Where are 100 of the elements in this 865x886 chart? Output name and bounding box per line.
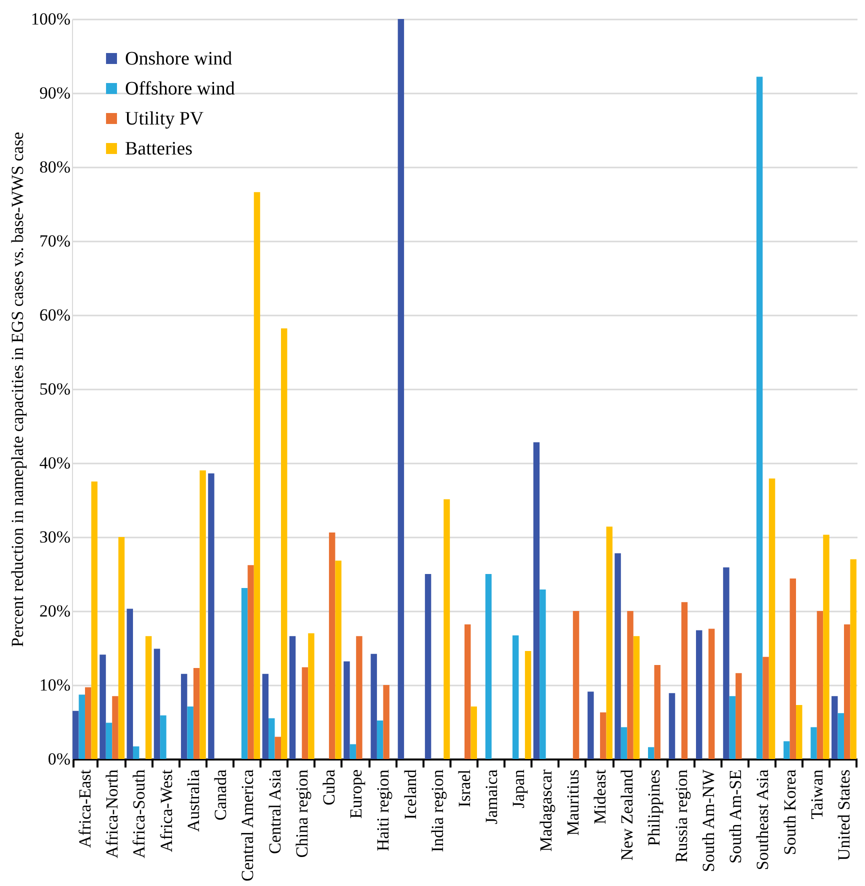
bar (132, 746, 140, 759)
x-tick-label: Jamaica (482, 769, 502, 824)
bar (91, 482, 98, 759)
y-tick-label: 30% (39, 528, 70, 546)
x-tick-label: Central Asia (265, 769, 284, 854)
x-tick-label: India region (428, 769, 447, 852)
bar (810, 727, 817, 759)
legend-label: Utility PV (125, 108, 204, 130)
bar (588, 692, 594, 759)
bar (600, 712, 606, 759)
bar (696, 630, 702, 759)
bar (424, 574, 432, 759)
bar (648, 747, 654, 759)
bar (344, 661, 350, 759)
x-tick-label: Africa-West (156, 769, 176, 852)
bar (78, 694, 86, 759)
bar (398, 19, 404, 759)
bar (823, 534, 830, 759)
legend-label: Offshore wind (125, 78, 236, 100)
bar (193, 668, 200, 759)
y-tick-label: 100% (30, 10, 70, 28)
bar (668, 693, 676, 759)
bar (356, 636, 362, 759)
bar (383, 685, 390, 759)
bar (208, 473, 214, 759)
bar (524, 650, 532, 759)
bar (844, 624, 850, 759)
bar (126, 608, 133, 759)
x-tick-label: South Am-SE (726, 770, 746, 864)
x-tick-label: China region (292, 769, 312, 858)
bar (620, 727, 628, 759)
x-tick-label: Central America (238, 769, 258, 882)
bar (85, 687, 92, 759)
y-tick-label: 90% (39, 84, 70, 102)
bar (633, 636, 640, 759)
bar (145, 636, 152, 759)
y-tick-label: 0% (48, 750, 70, 768)
bar (200, 470, 206, 759)
y-tick-label: 50% (39, 380, 70, 398)
bar (464, 624, 471, 759)
x-tick-label: United States (834, 770, 854, 861)
bar (248, 565, 254, 759)
x-tick-label: New Zealand (618, 769, 637, 861)
x-tick-label: Philippines (644, 770, 664, 846)
bar (723, 567, 730, 759)
y-tick-label: 70% (39, 232, 70, 250)
y-tick-label: 20% (39, 602, 70, 620)
bar (729, 696, 736, 759)
x-tick-label: Japan (509, 769, 528, 808)
x-tick-label: Taiwan (807, 769, 826, 820)
x-tick-label: Madagascar (536, 769, 556, 852)
x-tick-label: Canada (211, 769, 230, 820)
bar (470, 706, 477, 759)
bar (241, 588, 248, 759)
x-tick-label: Mideast (590, 769, 610, 824)
bar (606, 526, 612, 759)
bar (784, 741, 790, 759)
bar (160, 715, 166, 759)
bar (268, 718, 275, 759)
x-tick-label: Cuba (319, 769, 338, 806)
bar (100, 654, 106, 759)
bar (850, 559, 856, 759)
bar (485, 574, 492, 759)
x-tick-label: Europe (346, 770, 366, 819)
bar (708, 628, 715, 759)
bar (654, 665, 660, 759)
bar (627, 611, 634, 759)
x-tick-label: South Korea (780, 769, 800, 855)
x-tick-label: Southeast Asia (753, 769, 772, 870)
bar (796, 704, 802, 759)
y-axis-title: Percent reduction in nameplate capacities in EGS cases vs. base-WWS case (8, 132, 27, 647)
bar (614, 553, 621, 759)
bar (681, 602, 688, 759)
bar (350, 744, 356, 759)
y-tick-label: 10% (39, 676, 70, 694)
bar (540, 590, 546, 759)
bar (370, 654, 377, 759)
x-tick-label: Africa-South (130, 769, 149, 858)
x-tick-label: Russia region (672, 769, 691, 863)
x-tick-label: Iceland (400, 769, 420, 820)
bar (72, 710, 79, 759)
x-tick-label: Australia (184, 769, 203, 832)
y-tick-label: 60% (39, 306, 70, 324)
bar (790, 578, 796, 759)
bar (816, 611, 824, 759)
legend-label: Onshore wind (125, 48, 233, 70)
bar (112, 696, 118, 759)
bar (154, 648, 160, 759)
bar (118, 537, 125, 759)
bar (187, 706, 194, 759)
bar (106, 722, 112, 759)
bar (254, 192, 260, 759)
bar (768, 478, 776, 759)
bar (308, 633, 314, 759)
bar (262, 674, 269, 759)
bar (572, 611, 580, 759)
bar (444, 499, 450, 759)
legend-label: Batteries (125, 138, 193, 160)
x-tick-label: Africa-East (76, 769, 95, 848)
x-tick-label: Haiti region (374, 769, 393, 852)
